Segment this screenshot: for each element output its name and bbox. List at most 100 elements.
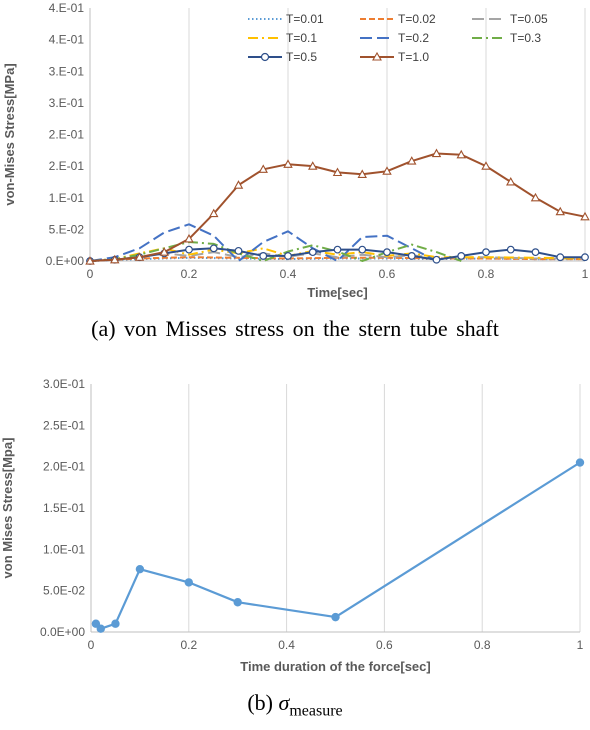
x-tick-label: 0.4	[280, 267, 297, 281]
data-point	[91, 619, 101, 628]
y-tick-label: 3.0E-01	[43, 377, 85, 391]
legend-label: T=0.3	[510, 31, 541, 45]
x-tick-label: 0	[87, 267, 94, 281]
data-point	[575, 458, 585, 467]
data-point	[184, 578, 193, 587]
legend-label: T=0.5	[286, 50, 317, 64]
data-point	[185, 245, 193, 254]
data-point	[431, 148, 442, 158]
legend-label: T=0.2	[398, 31, 429, 45]
legend-item: T=0.3	[472, 31, 541, 45]
x-tick-label: 1	[577, 638, 584, 652]
data-point	[555, 206, 565, 216]
data-point	[456, 149, 466, 159]
data-point	[259, 252, 268, 260]
data-point	[184, 233, 194, 243]
data-point	[482, 248, 490, 257]
data-point	[333, 245, 342, 254]
x-tick-label: 1	[582, 267, 589, 281]
data-point	[85, 256, 95, 265]
data-point	[531, 248, 540, 257]
data-point	[96, 624, 105, 633]
legend-item: T=1.0	[360, 50, 429, 64]
caption-b-prefix: (b)	[247, 690, 273, 715]
y-axis-label: von-Mises Stress[MPa]	[2, 63, 17, 205]
y-tick-label: 1.E-01	[49, 191, 85, 205]
data-point	[506, 245, 515, 254]
stress-time-chart: 0 0.2 0.4 0.6 0.8 1 0.E+00 5.E-02 1.E-01 2.E-01 2.…	[2, 1, 590, 300]
data-point	[383, 248, 391, 257]
caption-a: (a) von Misses stress on the stern tube …	[91, 316, 499, 341]
y-tick-label: 2.5E-01	[43, 418, 85, 432]
series-line-series-0	[95, 461, 581, 630]
data-point	[358, 245, 367, 254]
caption-b: (b) σmeasure	[0, 690, 590, 720]
stress-duration-chart: 0 0.2 0.4 0.6 0.8 1 0.0E+00 5.0E-02 1.0E-01 1.5E-…	[0, 377, 585, 674]
data-point	[580, 211, 590, 221]
data-point	[284, 252, 292, 260]
data-point	[283, 159, 293, 168]
data-point	[209, 208, 219, 218]
x-tick-label: 0.8	[478, 267, 495, 281]
legend-marker	[372, 51, 382, 61]
series-line-t-0-01	[89, 256, 585, 262]
data-point	[110, 254, 120, 264]
legend-label: T=0.1	[286, 31, 317, 45]
y-tick-label: 1.5E-01	[43, 501, 85, 515]
legend-label: T=0.05	[510, 12, 548, 26]
legend-label: T=0.02	[398, 12, 436, 26]
data-point	[407, 156, 417, 165]
series-line-t-0-2	[89, 223, 437, 262]
legend-item: T=0.2	[360, 31, 429, 45]
data-point	[308, 248, 317, 257]
x-tick-label: 0.6	[376, 638, 393, 652]
data-point	[332, 167, 343, 177]
legend-marker	[260, 52, 270, 62]
data-point	[457, 252, 466, 260]
y-tick-label: 5.0E-02	[43, 584, 85, 598]
x-tick-label: 0.2	[180, 638, 197, 652]
x-tick-label: 0.2	[181, 267, 198, 281]
data-point	[258, 164, 268, 173]
data-point	[556, 253, 565, 262]
legend-item: T=0.01	[248, 12, 324, 26]
y-axis-label: von Mises Stress[Mpa]	[0, 438, 15, 579]
data-point	[432, 255, 441, 264]
data-point	[135, 564, 145, 574]
x-tick-label: 0	[88, 638, 95, 652]
data-point	[233, 598, 242, 607]
data-point	[481, 161, 491, 170]
series-line-t-0-3	[89, 241, 462, 262]
y-tick-label: 4.E-01	[49, 33, 85, 47]
y-tick-label: 3.E-01	[49, 96, 85, 110]
data-point	[233, 180, 244, 189]
y-tick-label: 0.E+00	[46, 254, 85, 268]
data-point	[357, 169, 367, 178]
x-tick-label: 0.6	[379, 267, 396, 281]
legend-label: T=1.0	[398, 50, 429, 64]
legend-label: T=0.01	[286, 12, 324, 26]
y-tick-label: 5.E-02	[49, 222, 85, 236]
legend: T=0.01 T=0.02 T=0.05 T=0.1 T=0.2 T=0.3 T=0.5 T=…	[248, 12, 548, 64]
y-tick-label: 0.0E+00	[40, 625, 85, 639]
x-tick-label: 0.8	[474, 638, 491, 652]
data-point	[331, 612, 340, 622]
legend-item: T=0.05	[472, 12, 548, 26]
y-tick-label: 2.E-01	[49, 159, 85, 173]
y-tick-label: 3.E-01	[49, 64, 85, 78]
x-axis-label: Time duration of the force[sec]	[240, 659, 430, 674]
x-tick-label: 0.4	[278, 638, 295, 652]
y-tick-label: 4.E-01	[49, 1, 85, 15]
data-point	[506, 177, 516, 186]
data-point	[209, 244, 218, 253]
data-point	[407, 252, 416, 260]
data-point	[159, 247, 169, 256]
caption-b-subscript: measure	[289, 702, 343, 720]
data-point	[308, 161, 318, 170]
y-tick-label: 2.0E-01	[43, 460, 85, 474]
x-axis-label: Time[sec]	[307, 285, 367, 300]
data-point	[581, 253, 589, 262]
legend-item: T=0.02	[360, 12, 436, 26]
data-point	[382, 166, 392, 175]
caption-b-symbol: σ	[278, 690, 290, 715]
